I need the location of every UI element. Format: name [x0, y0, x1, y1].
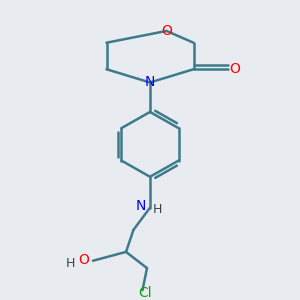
- Text: H: H: [153, 203, 162, 216]
- Text: H: H: [66, 257, 75, 270]
- Text: N: N: [135, 199, 146, 213]
- Text: O: O: [229, 62, 240, 76]
- Text: Cl: Cl: [139, 286, 152, 300]
- Text: O: O: [79, 253, 89, 267]
- Text: N: N: [145, 76, 155, 89]
- Text: O: O: [161, 24, 172, 38]
